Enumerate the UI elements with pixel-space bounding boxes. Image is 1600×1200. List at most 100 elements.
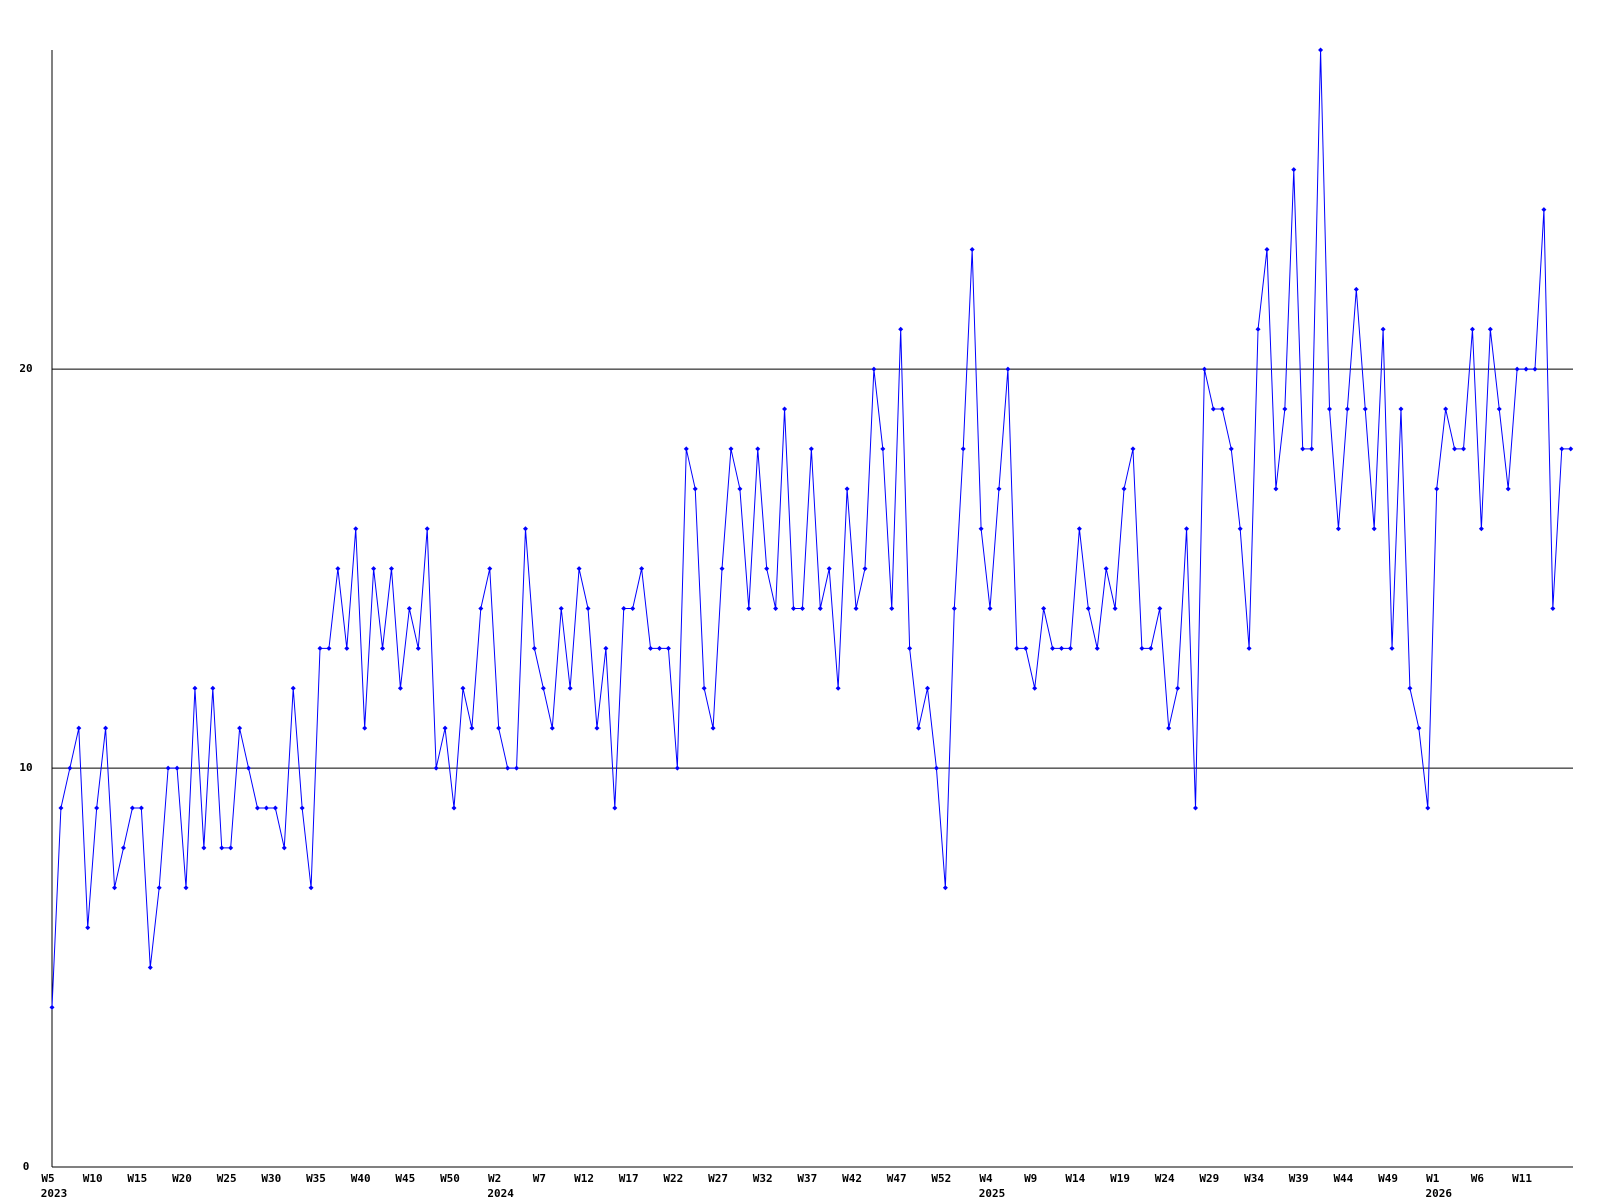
data-point [326,645,332,651]
data-point [737,486,743,492]
x-tick-label: W45 [395,1172,415,1185]
y-tick-label: 10 [19,761,32,774]
data-point [272,805,278,811]
data-point [1246,645,1252,651]
data-point [1255,326,1261,332]
data-point [567,685,573,691]
data-point [594,725,600,731]
data-point [1327,406,1333,412]
data-point [1014,645,1020,651]
data-point [1112,606,1118,611]
y-tick-label: 0 [23,1160,30,1173]
data-point [987,606,993,611]
data-point [1130,446,1136,452]
data-point [263,805,269,811]
data-point [353,526,359,532]
data-point [1264,246,1270,252]
data-point [308,885,314,891]
data-point [120,845,126,851]
data-point [871,366,877,372]
x-tick-label: W49 [1378,1172,1398,1185]
data-point [85,925,91,931]
data-point [540,685,546,691]
data-point [1380,326,1386,332]
data-point [380,645,386,651]
data-point [1237,526,1243,532]
data-point [1023,645,1029,651]
x-tick-label: W27 [708,1172,728,1185]
data-point [1085,606,1091,611]
x-tick-label: W22 [663,1172,683,1185]
data-point [290,685,296,691]
data-point [317,645,323,651]
data-point [951,606,957,611]
x-tick-label: W24 [1155,1172,1175,1185]
data-point [1505,486,1511,492]
x-tick-label: W5 [41,1172,54,1185]
data-point [1487,326,1493,332]
x-tick-label: W11 [1512,1172,1532,1185]
data-point [1059,645,1065,651]
data-point [1103,566,1109,572]
data-point [773,606,779,611]
data-point [165,765,171,771]
data-point [67,765,73,771]
data-point [826,566,832,572]
data-point [817,606,823,611]
data-point [1067,645,1073,651]
x-tick-label: W2 [488,1172,501,1185]
data-point [76,725,82,731]
data-point [1469,326,1475,332]
data-point [1201,366,1207,372]
data-point [1335,526,1341,532]
data-point [728,446,734,452]
data-point [433,765,439,771]
data-point [469,725,475,731]
data-point [683,446,689,452]
data-point [1541,207,1547,213]
x-tick-label: W39 [1289,1172,1309,1185]
data-point [978,526,984,532]
x-tick-label: W35 [306,1172,326,1185]
data-point [701,685,707,691]
data-point [907,645,913,651]
data-point [362,725,368,731]
data-point [531,645,537,651]
data-point [514,765,520,771]
data-point [129,805,135,811]
data-point [1478,526,1484,532]
data-point [397,685,403,691]
data-point [147,965,153,971]
data-point [487,566,493,572]
data-point [174,765,180,771]
x-tick-label: W20 [172,1172,192,1185]
data-point [996,486,1002,492]
data-point [1371,526,1377,532]
data-point [916,725,922,731]
data-point [1005,366,1011,372]
data-point [58,805,64,811]
data-point [371,566,377,572]
data-point [799,606,805,611]
data-point [1228,446,1234,452]
data-point [1443,406,1449,412]
data-point [746,606,752,611]
data-point [237,725,243,731]
data-point [406,606,412,611]
x-year-label: 2025 [979,1187,1006,1200]
data-point [1416,725,1422,731]
data-point [692,486,698,492]
data-point [478,606,484,611]
x-tick-label: W32 [753,1172,773,1185]
data-point [505,765,511,771]
data-point [960,446,966,452]
data-point [192,685,198,691]
data-point [585,606,591,611]
x-tick-label: W15 [127,1172,147,1185]
data-point [1434,486,1440,492]
x-tick-label: W6 [1471,1172,1485,1185]
data-point [1121,486,1127,492]
data-point [1496,406,1502,412]
data-point [674,765,680,771]
data-point [1175,685,1181,691]
